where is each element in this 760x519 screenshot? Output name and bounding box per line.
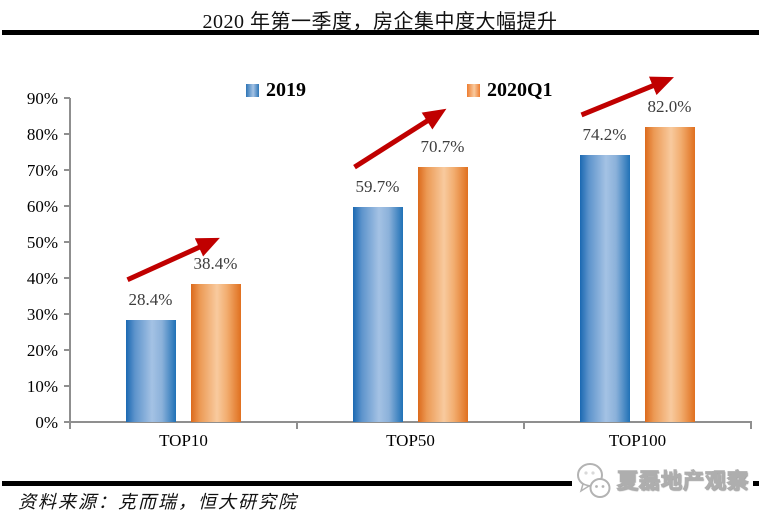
y-axis-label: 0% xyxy=(35,413,58,432)
y-axis-tick xyxy=(64,349,70,351)
legend-label: 2020Q1 xyxy=(487,79,553,101)
y-axis-label: 30% xyxy=(26,305,58,324)
legend-swatch-2020q1 xyxy=(467,83,480,97)
chat-bubbles-icon xyxy=(577,463,611,498)
bar-2019 xyxy=(352,207,403,422)
legend-label: 2019 xyxy=(266,79,306,101)
y-axis-tick xyxy=(64,97,70,99)
bar-2020q1 xyxy=(417,167,468,422)
x-axis-tick xyxy=(750,421,752,429)
y-axis-tick xyxy=(64,421,70,423)
y-axis-tick xyxy=(64,241,70,243)
legend-item: 2020Q1 xyxy=(467,80,553,100)
bar-value-label: 28.4% xyxy=(128,289,173,309)
category-label: TOP10 xyxy=(159,431,208,450)
title-divider xyxy=(2,30,759,35)
x-axis-line xyxy=(69,421,752,423)
x-axis-tick xyxy=(523,421,525,429)
y-axis-label: 80% xyxy=(26,125,58,144)
y-axis-tick xyxy=(64,277,70,279)
y-axis-label: 10% xyxy=(26,377,58,396)
bar-value-label: 70.7% xyxy=(420,137,465,157)
y-axis-tick xyxy=(64,385,70,387)
bar-2020q1 xyxy=(644,126,695,422)
y-axis-label: 40% xyxy=(26,269,58,288)
bar-2019 xyxy=(579,154,630,422)
category-label: TOP50 xyxy=(386,431,435,450)
x-axis-tick xyxy=(296,421,298,429)
bar-value-label: 74.2% xyxy=(582,124,627,144)
category-label: TOP100 xyxy=(608,431,667,450)
y-axis-label: 60% xyxy=(26,197,58,216)
y-axis-tick xyxy=(64,169,70,171)
y-axis-tick xyxy=(64,205,70,207)
y-axis-line xyxy=(69,98,71,422)
y-axis-label: 90% xyxy=(26,89,58,108)
bar-2019 xyxy=(125,319,176,422)
legend-swatch-2019 xyxy=(246,83,259,97)
watermark: 夏磊地产观察 xyxy=(572,461,753,501)
y-axis-tick xyxy=(64,133,70,135)
chart-title: 2020 年第一季度，房企集中度大幅提升 xyxy=(202,11,558,33)
y-axis-tick xyxy=(64,313,70,315)
footer-divider xyxy=(2,481,759,486)
source-note: 资料来源：克而瑞，恒大研究院 xyxy=(18,492,298,512)
bar-value-label: 59.7% xyxy=(355,177,400,197)
y-axis-label: 70% xyxy=(26,161,58,180)
x-axis-tick xyxy=(69,421,71,429)
y-axis-label: 20% xyxy=(26,341,58,360)
legend-item: 2019 xyxy=(246,80,306,100)
bar-value-label: 82.0% xyxy=(647,96,692,116)
bar-value-label: 38.4% xyxy=(193,253,238,273)
y-axis-label: 50% xyxy=(26,233,58,252)
bar-2020q1 xyxy=(190,283,241,422)
watermark-text: 夏磊地产观察 xyxy=(617,469,749,493)
